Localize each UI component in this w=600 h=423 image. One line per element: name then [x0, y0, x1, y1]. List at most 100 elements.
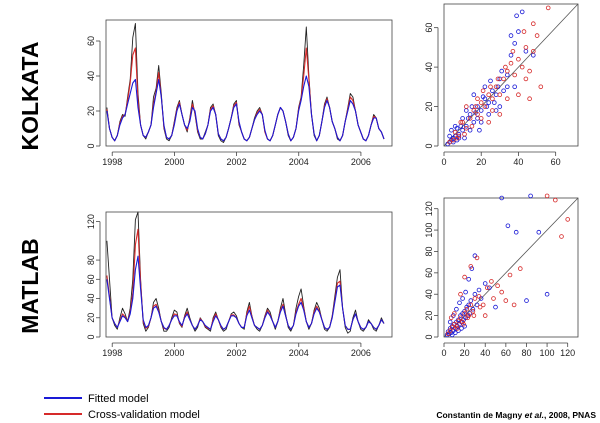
legend-label-cross-validation: Cross-validation model: [88, 409, 200, 421]
point-cross-validation-b: [467, 116, 473, 121]
point-cross-validation-b: [497, 112, 503, 117]
y-tick-label-b: 20: [424, 102, 434, 112]
point-cross-validation-d: [503, 298, 509, 303]
point-fitted-b: [456, 135, 462, 141]
point-cross-validation-d: [445, 331, 451, 337]
series-line-observed-c: [106, 211, 385, 334]
point-cross-validation-d: [482, 313, 488, 318]
point-fitted-b: [508, 52, 514, 58]
point-cross-validation-d: [499, 289, 505, 295]
point-cross-validation-d: [468, 264, 474, 269]
point-cross-validation-d: [559, 234, 564, 239]
point-fitted-b: [482, 84, 488, 90]
point-cross-validation-d: [458, 291, 463, 297]
point-fitted-b: [493, 92, 499, 97]
point-fitted-b: [514, 13, 519, 19]
point-cross-validation-d: [472, 296, 478, 301]
x-tick-label-d: 20: [460, 348, 470, 358]
point-fitted-b: [471, 120, 477, 125]
citation-pre: Constantin de Magny: [436, 410, 524, 420]
citation-em: et al.: [525, 410, 544, 420]
plot-area-a: [105, 19, 393, 147]
point-cross-validation-d: [491, 296, 496, 301]
point-cross-validation-b: [530, 48, 536, 54]
point-cross-validation-b: [501, 76, 506, 82]
point-cross-validation-b: [527, 96, 532, 101]
y-tick-label-d: 60: [424, 268, 434, 278]
series-line-fitted-a: [106, 75, 385, 142]
point-fitted-b: [508, 33, 514, 38]
point-fitted-b: [523, 48, 529, 54]
plot-area-b: [443, 3, 579, 147]
point-fitted-d: [447, 319, 453, 325]
point-cross-validation-b: [490, 108, 495, 113]
x-tick-label-b: 40: [513, 157, 523, 167]
point-cross-validation-b: [447, 139, 452, 145]
point-cross-validation-b: [452, 129, 458, 135]
point-cross-validation-d: [447, 328, 453, 333]
point-cross-validation-d: [495, 283, 500, 289]
x-tick-label-d: 60: [501, 348, 511, 358]
point-fitted-b: [501, 88, 506, 94]
point-fitted-b: [460, 127, 465, 133]
point-fitted-b: [480, 94, 486, 99]
point-fitted-b: [488, 78, 493, 84]
point-fitted-b: [460, 116, 465, 121]
point-cross-validation-b: [480, 88, 486, 94]
point-fitted-b: [499, 68, 505, 74]
point-cross-validation-d: [449, 325, 455, 330]
y-tick-label-a: 60: [86, 36, 96, 46]
point-fitted-d: [463, 289, 468, 295]
y-tick-label-d: 0: [424, 334, 434, 339]
point-fitted-d: [469, 266, 475, 271]
series-line-cross-validation-a: [106, 47, 385, 142]
point-fitted-d: [474, 302, 480, 308]
point-fitted-b: [512, 41, 517, 46]
point-fitted-b: [519, 9, 525, 15]
row-label-matlab: MATLAB: [17, 238, 43, 333]
x-tick-label-b: 20: [476, 157, 486, 167]
point-fitted-d: [524, 298, 529, 303]
point-fitted-b: [447, 133, 452, 139]
y-tick-label-c: 80: [86, 255, 96, 265]
y-tick-label-d: 100: [424, 223, 434, 238]
point-fitted-b: [486, 112, 492, 117]
point-cross-validation-b: [504, 68, 510, 74]
point-cross-validation-d: [470, 308, 476, 314]
y-tick-label-c: 40: [86, 294, 96, 304]
legend-label-fitted: Fitted model: [88, 393, 149, 405]
x-tick-label-b: 60: [551, 157, 561, 167]
point-cross-validation-b: [523, 76, 529, 82]
point-cross-validation-d: [460, 319, 465, 325]
legend: Fitted model Cross-validation model: [44, 393, 200, 421]
point-cross-validation-d: [458, 315, 463, 321]
point-cross-validation-b: [510, 48, 516, 54]
point-cross-validation-b: [497, 92, 503, 97]
panel-c-timeseries: 1998 2000 2002 2004 2006 0 20 40 60 80 120: [86, 211, 393, 358]
y-tick-label-b: 0: [424, 143, 434, 148]
point-cross-validation-b: [530, 21, 536, 27]
x-tick-label-a: 1998: [102, 157, 122, 167]
point-fitted-b: [478, 108, 484, 113]
point-cross-validation-b: [475, 112, 480, 117]
x-tick-label-a: 2002: [227, 157, 247, 167]
point-fitted-d: [505, 223, 511, 229]
point-cross-validation-d: [464, 306, 470, 312]
point-cross-validation-d: [476, 294, 482, 299]
point-cross-validation-b: [495, 76, 501, 82]
point-cross-validation-d: [468, 302, 474, 308]
y-tick-label-a: 20: [86, 106, 96, 116]
x-tick-label-c: 2000: [164, 348, 184, 358]
y-tick-label-d: 120: [424, 201, 434, 216]
point-fitted-d: [482, 281, 488, 286]
y-tick-label-a: 0: [86, 143, 96, 148]
point-fitted-d: [457, 300, 462, 306]
point-cross-validation-b: [463, 126, 469, 131]
point-fitted-b: [467, 112, 473, 117]
point-cross-validation-b: [450, 137, 456, 143]
point-cross-validation-b: [462, 131, 467, 137]
point-fitted-b: [449, 127, 454, 133]
point-fitted-b: [504, 84, 510, 90]
point-fitted-b: [484, 104, 490, 109]
point-cross-validation-d: [489, 279, 494, 284]
